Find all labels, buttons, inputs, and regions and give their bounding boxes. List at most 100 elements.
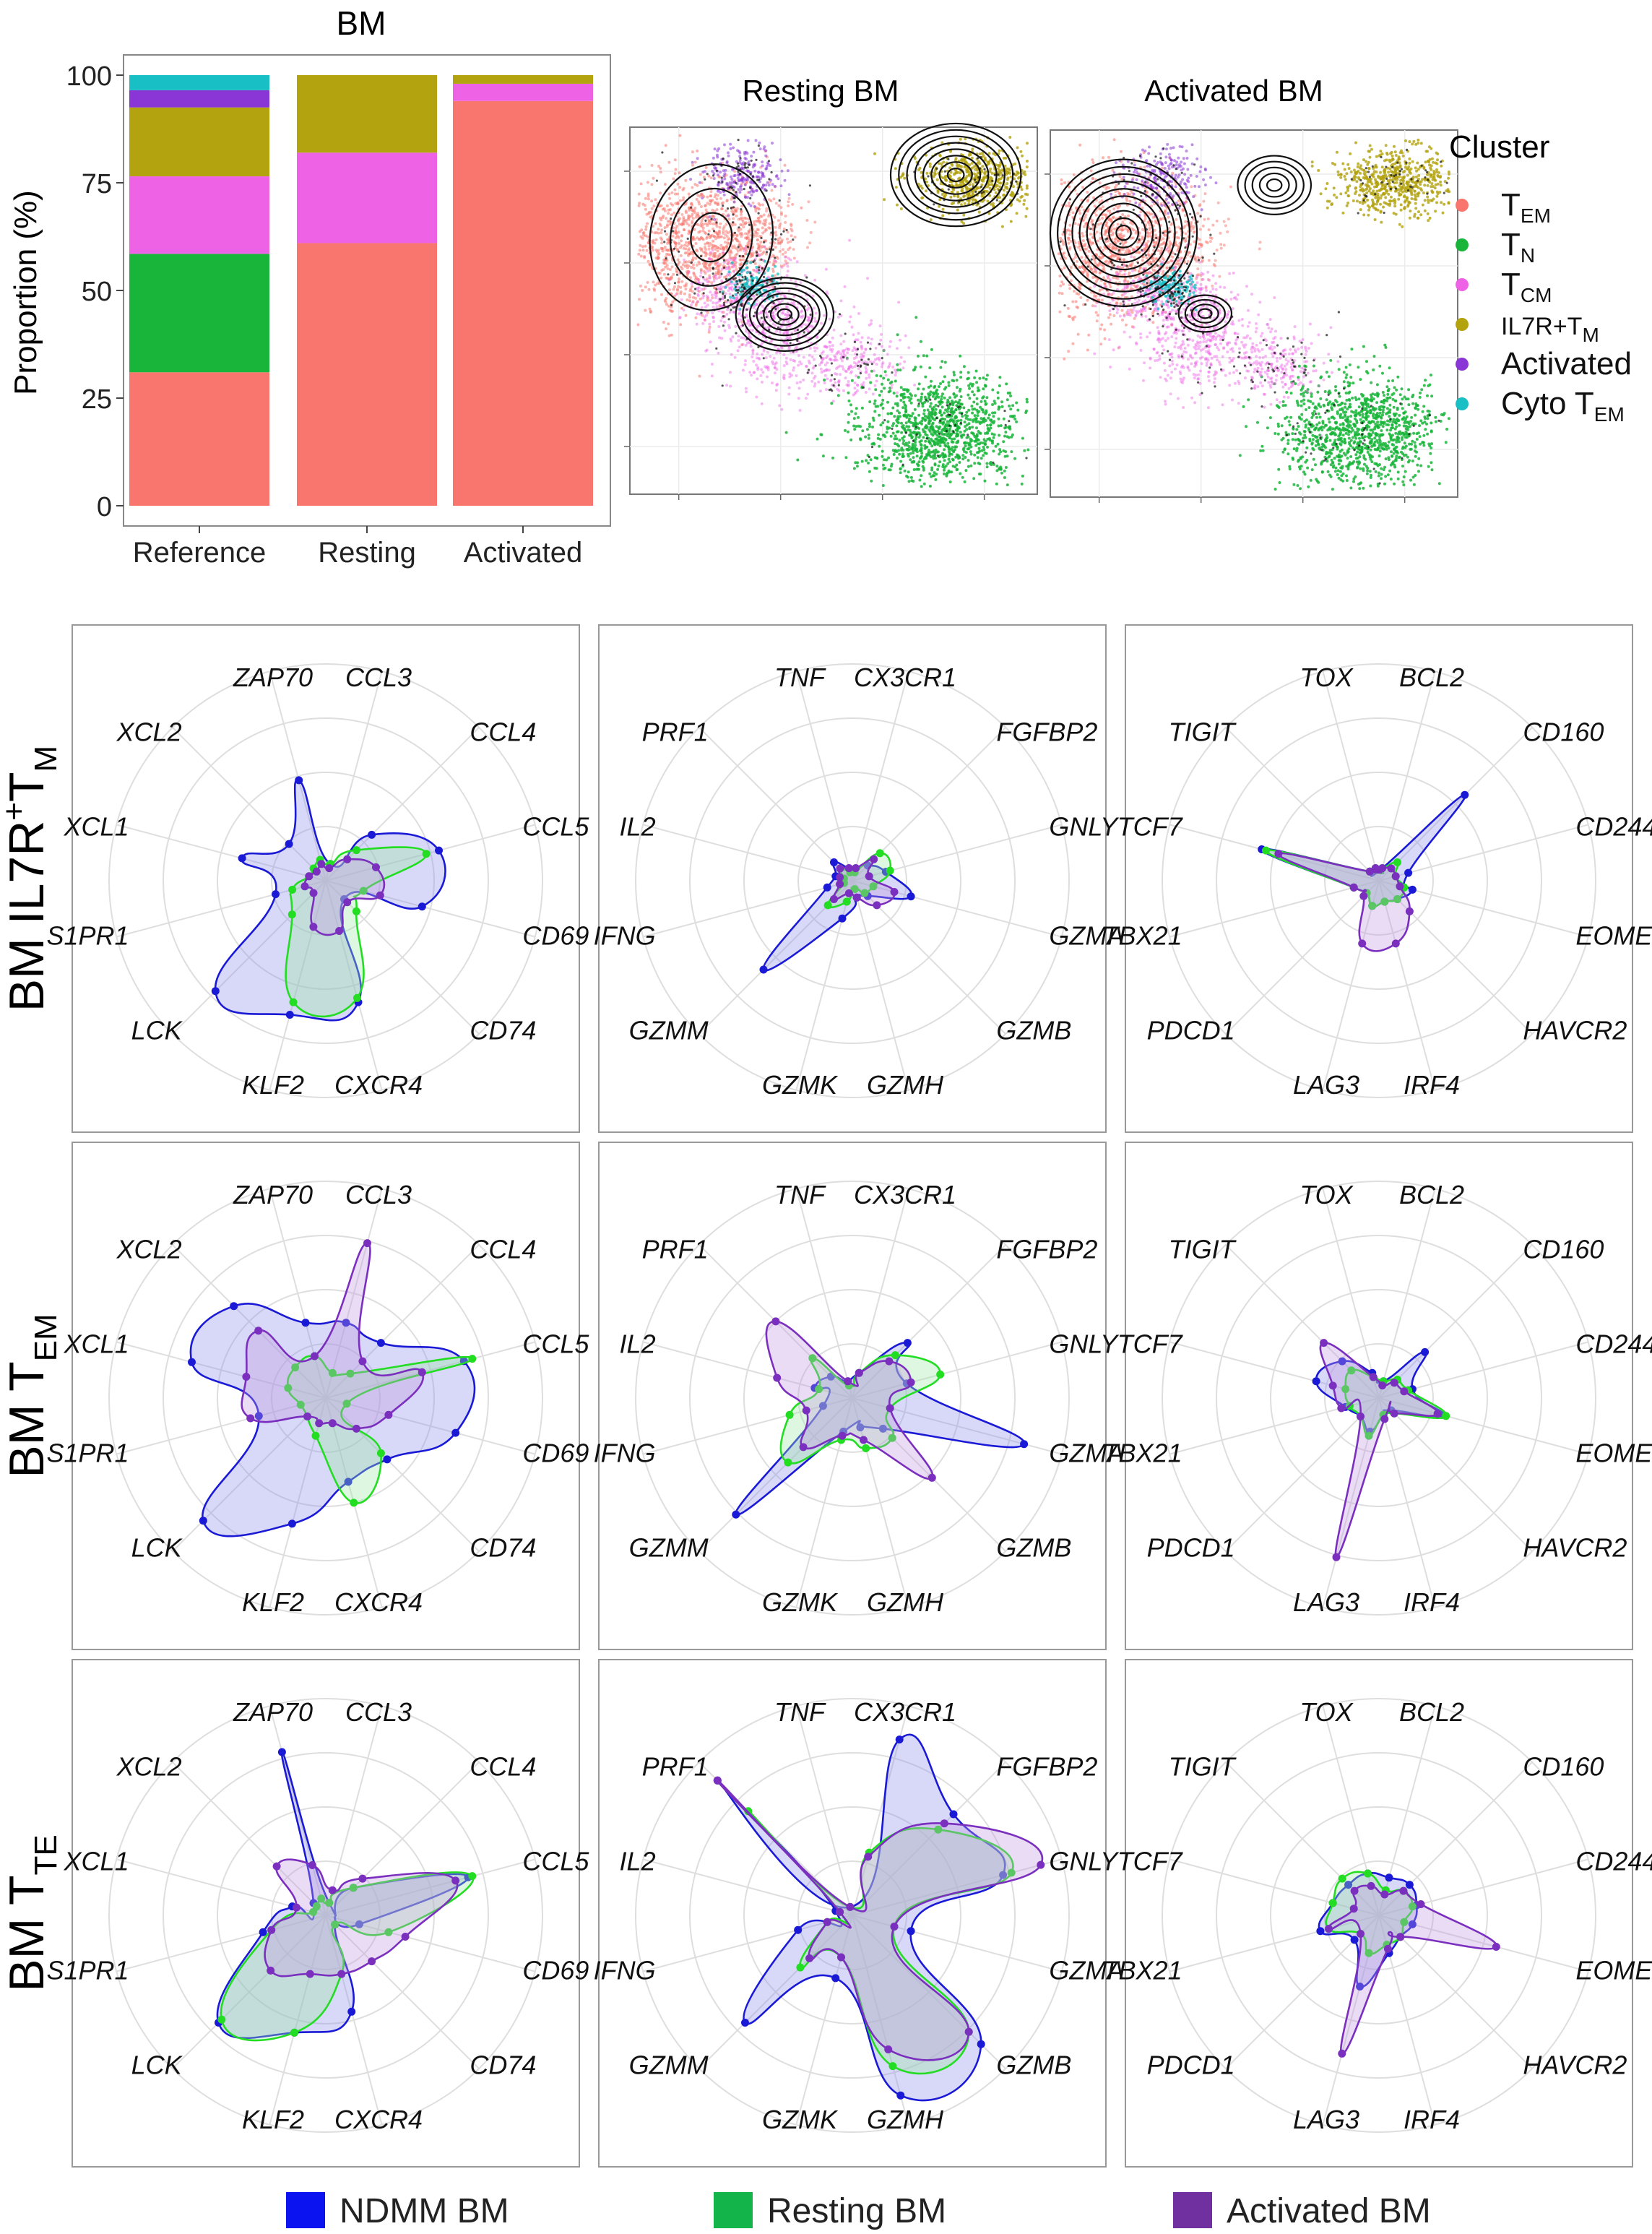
bar-segment-il7r-activated xyxy=(453,75,593,84)
umap-point-tn xyxy=(931,421,935,425)
umap-density-point xyxy=(715,221,718,224)
umap-point-il7r xyxy=(974,199,978,202)
umap-point-tem xyxy=(678,134,682,137)
umap-point-tn xyxy=(922,468,925,472)
umap-point-tn xyxy=(906,389,909,393)
umap-point-tcm xyxy=(720,310,724,314)
umap-density-point xyxy=(805,276,808,279)
umap-point-tcm xyxy=(784,360,788,363)
umap-density-point xyxy=(712,272,714,275)
umap-point-tcm xyxy=(780,407,784,411)
umap-point-tn xyxy=(871,416,875,420)
umap-point-tcm xyxy=(769,355,772,358)
umap-point-tn xyxy=(991,388,995,392)
umap-point-tn xyxy=(865,428,869,431)
umap-point-tem xyxy=(693,275,697,278)
umap-point-tem xyxy=(653,298,657,301)
umap-point-tem xyxy=(720,207,724,210)
umap-point-tcm xyxy=(896,347,899,350)
umap-density-point xyxy=(803,331,805,334)
umap-point-tcm xyxy=(723,320,726,324)
umap-point-tn xyxy=(909,434,912,437)
umap-point-il7r xyxy=(955,163,959,167)
umap-point-tem xyxy=(654,283,657,287)
umap-point-tn xyxy=(961,454,965,457)
bar-segment-tem-resting xyxy=(297,243,437,506)
umap-point-tcm xyxy=(756,352,759,355)
umap-point-activated xyxy=(754,139,758,142)
umap-point-tn xyxy=(982,445,985,449)
umap-point-tn xyxy=(990,463,993,467)
umap-point-tem xyxy=(646,259,650,263)
bar-segment-cyto-reference xyxy=(129,75,269,90)
umap-point-tn xyxy=(946,420,949,423)
umap-point-il7r xyxy=(961,189,964,193)
umap-point-activated xyxy=(723,143,726,147)
umap-point-activated xyxy=(747,170,750,173)
umap-point-tcm xyxy=(730,353,733,356)
umap-point-tcm xyxy=(808,347,812,350)
umap-point-tn xyxy=(857,415,860,419)
umap-point-tn xyxy=(886,420,890,423)
umap-point-tn xyxy=(1366,450,1370,454)
umap-density-point xyxy=(749,173,752,176)
umap-point-tn xyxy=(1351,397,1354,400)
umap-density-point xyxy=(867,358,870,361)
umap-point-tcm xyxy=(753,295,756,298)
umap-point-tcm xyxy=(732,269,736,273)
umap-point-tn xyxy=(873,456,877,460)
umap-point-tn xyxy=(965,441,969,445)
umap-point-tem xyxy=(753,262,757,265)
umap-point-tn xyxy=(998,384,1001,387)
umap-density-point xyxy=(878,342,881,345)
umap-point-tem xyxy=(782,248,784,251)
umap-point-il7r xyxy=(983,172,987,176)
umap-point-tn xyxy=(948,454,951,458)
umap-point-tn xyxy=(901,452,904,456)
umap-point-tem xyxy=(644,207,647,211)
umap-point-tcm xyxy=(801,314,805,318)
umap-point-il7r xyxy=(986,185,990,189)
umap-density-point xyxy=(721,384,724,387)
umap-point-il7r xyxy=(1005,167,1008,171)
umap-point-tcm xyxy=(696,278,700,282)
umap-point-tn xyxy=(1362,345,1365,348)
umap-point-tn xyxy=(1328,421,1331,424)
umap-point-il7r xyxy=(943,195,946,199)
umap-point-tn xyxy=(992,421,995,425)
umap-point-tem xyxy=(659,204,663,207)
umap-point-activated xyxy=(743,157,747,160)
umap-point-tn xyxy=(995,465,999,468)
umap-point-tem xyxy=(717,254,720,258)
umap-point-tn xyxy=(992,449,995,453)
umap-point-tem xyxy=(660,293,663,296)
umap-density-point xyxy=(771,296,774,299)
umap-point-tn xyxy=(868,422,871,426)
umap-point-tcm xyxy=(728,371,732,374)
umap-point-tcm xyxy=(764,356,768,360)
umap-point-tem xyxy=(771,267,774,271)
umap-point-tcm xyxy=(868,376,871,379)
umap-point-tn xyxy=(1004,450,1008,454)
umap-point-tn xyxy=(930,468,934,472)
umap-point-tn xyxy=(960,402,964,406)
umap-point-tem xyxy=(667,208,670,212)
umap-point-il7r xyxy=(899,207,903,210)
umap-point-tn xyxy=(887,390,891,394)
umap-point-tn xyxy=(928,484,932,488)
umap-point-tn xyxy=(938,460,942,464)
umap-point-tcm xyxy=(899,355,903,359)
umap-point-tn xyxy=(886,426,889,429)
umap-point-tem xyxy=(787,197,791,200)
umap-point-tcm xyxy=(887,366,890,369)
umap-point-tn xyxy=(935,473,938,476)
umap-point-cyto xyxy=(730,280,733,284)
umap-point-tn xyxy=(933,449,935,452)
umap-density-point xyxy=(750,159,753,162)
umap-point-tn xyxy=(943,361,947,364)
umap-point-il7r xyxy=(977,160,980,163)
umap-point-tn xyxy=(1273,432,1277,435)
umap-point-activated xyxy=(730,181,734,184)
umap-point-tem xyxy=(660,228,664,232)
